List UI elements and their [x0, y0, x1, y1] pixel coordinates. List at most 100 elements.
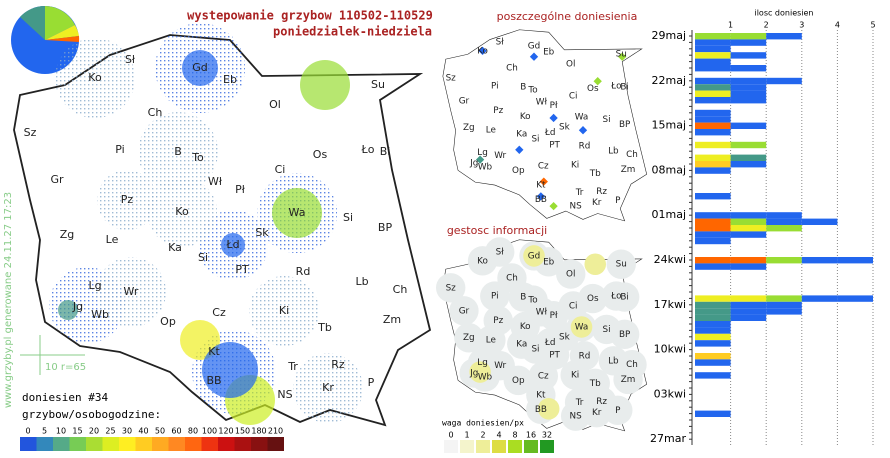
- region-label: BP: [378, 221, 393, 234]
- hotspot: [249, 276, 319, 346]
- legend-label: 8: [512, 431, 517, 440]
- bar-segment: [801, 218, 838, 225]
- bar-segment: [695, 321, 731, 328]
- legend-swatch: [267, 437, 284, 451]
- bar-segment: [695, 340, 731, 347]
- region-label: Bi: [620, 83, 629, 93]
- title: wystepowanie grzybow 110502-110529: [187, 9, 433, 23]
- region-label: Jg: [469, 369, 478, 379]
- bar-segment: [695, 327, 731, 334]
- day-bar: [695, 65, 767, 72]
- legend-swatch: [201, 437, 218, 451]
- bar-segment: [766, 218, 802, 225]
- region-label: Lg: [477, 358, 488, 368]
- day-bar: [695, 321, 731, 328]
- legend-swatch: [185, 437, 202, 451]
- bar-segment: [766, 301, 802, 309]
- region-label: BB: [535, 195, 547, 205]
- pie: [11, 6, 80, 74]
- day-bar: [695, 141, 767, 149]
- region-label: Tr: [575, 188, 584, 198]
- bar-segment: [730, 225, 767, 232]
- region-label: Bi: [380, 145, 391, 158]
- date-label: 24kwi: [654, 253, 686, 266]
- region-label: Kr: [592, 408, 602, 418]
- bar-segment: [695, 141, 731, 149]
- region-label: NS: [570, 202, 583, 212]
- day-bar: [695, 129, 731, 136]
- legend-label: 15: [72, 427, 82, 436]
- bar-segment: [695, 333, 731, 341]
- bar-segment: [766, 295, 802, 302]
- legend-label: 0: [448, 431, 453, 440]
- bar-segment: [695, 257, 731, 264]
- day-bar: [695, 77, 802, 85]
- legend-label: 0: [25, 427, 30, 436]
- hotspot-fill: [300, 60, 350, 110]
- region-label: B: [520, 83, 526, 93]
- region-label: Eb: [543, 257, 555, 267]
- region-label: Eb: [223, 73, 237, 86]
- density-circle: [436, 273, 466, 303]
- hotspot-fill: [180, 320, 220, 360]
- region-label: Ki: [279, 304, 289, 317]
- day-bar: [695, 39, 767, 46]
- day-bar: [695, 340, 731, 347]
- region-label: Wa: [289, 206, 306, 219]
- hotspot: [55, 38, 135, 118]
- region-label: Ci: [275, 163, 286, 176]
- bar-segment: [730, 154, 767, 161]
- region-label: Pł: [550, 101, 558, 111]
- region-label: Lb: [355, 275, 368, 288]
- region-label: Pi: [491, 82, 499, 92]
- region-label: Si: [531, 345, 539, 355]
- day-bar: [695, 410, 731, 417]
- region-label: Pł: [235, 183, 246, 196]
- density-hot: [570, 316, 593, 338]
- legend-swatch: [540, 440, 554, 453]
- region-label: Jg: [469, 159, 478, 169]
- region-label: Wb: [478, 162, 493, 172]
- region-label: Ło: [361, 143, 375, 156]
- bar-segment: [695, 225, 731, 232]
- legend-label: 120: [218, 427, 233, 436]
- hotspot-fill: [58, 300, 78, 320]
- region-label: Si: [531, 135, 539, 145]
- x-tick-label: 3: [799, 21, 804, 30]
- report-marker: [549, 113, 558, 123]
- date-label: 29maj: [651, 29, 686, 42]
- bar-segment: [730, 97, 767, 104]
- bar-segment: [695, 218, 731, 225]
- date-label: 01maj: [651, 208, 686, 221]
- legend-label: 40: [138, 427, 148, 436]
- bar-segment: [730, 77, 767, 85]
- region-label: P: [368, 376, 375, 389]
- legend-swatch: [476, 440, 490, 453]
- bar-segment: [730, 263, 767, 270]
- bar-segment: [695, 359, 731, 366]
- density-circle: [556, 259, 586, 289]
- region-label: Bi: [620, 293, 629, 303]
- density-circle: [609, 282, 640, 312]
- hotspot-fill: [202, 342, 258, 398]
- legend-label: 20: [89, 427, 99, 436]
- region-label: Łd: [544, 338, 556, 348]
- bar-segment: [730, 314, 767, 321]
- day-bar: [695, 97, 767, 104]
- region-label: Su: [616, 260, 627, 270]
- day-bar: [695, 225, 802, 232]
- region-label: Wb: [91, 308, 109, 321]
- date-label: 08maj: [651, 163, 686, 176]
- region-label: Gd: [528, 41, 540, 51]
- density-circle: [449, 296, 479, 326]
- density-hot: [537, 398, 560, 420]
- region-label: Rd: [296, 265, 311, 278]
- hotspot: [147, 177, 217, 247]
- density-hot: [469, 361, 491, 383]
- day-bar: [695, 263, 767, 270]
- density-circle: [503, 365, 534, 396]
- region-label: Wr: [494, 361, 506, 371]
- region-label: Gr: [459, 96, 470, 106]
- region-label: P: [615, 196, 621, 206]
